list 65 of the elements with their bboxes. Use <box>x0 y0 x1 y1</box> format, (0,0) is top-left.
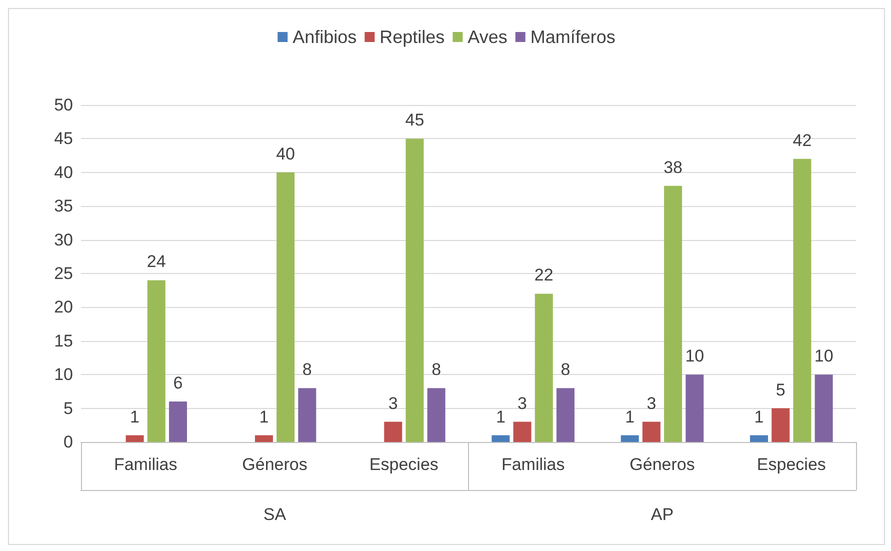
x-tick-label: Géneros <box>242 455 308 474</box>
data-label: 24 <box>146 252 166 272</box>
data-label: 8 <box>432 360 442 380</box>
bar <box>298 388 316 442</box>
data-label: 45 <box>405 110 424 130</box>
bar <box>686 374 704 442</box>
x-tick-label: Especies <box>369 455 438 474</box>
data-label: 1 <box>130 407 140 426</box>
bar <box>406 138 424 442</box>
y-tick-label: 0 <box>64 432 73 452</box>
legend-label: Anfibios <box>292 27 357 47</box>
data-label: 22 <box>534 266 554 285</box>
data-label: 42 <box>792 130 812 150</box>
bar <box>620 435 639 442</box>
y-tick-label: 10 <box>54 365 73 384</box>
bar <box>254 435 273 442</box>
data-label: 10 <box>814 346 834 366</box>
x-tick-label: Géneros <box>630 455 695 474</box>
data-label: 10 <box>685 346 704 366</box>
bar <box>147 280 166 442</box>
y-tick-label: 15 <box>54 331 73 350</box>
bar <box>534 294 553 442</box>
legend-label: Mamíferos <box>530 27 616 47</box>
data-label: 3 <box>388 394 398 413</box>
text: SA <box>263 505 287 524</box>
data-label: 1 <box>754 407 764 426</box>
y-tick-label: 25 <box>54 264 73 283</box>
data-label: 5 <box>776 380 786 400</box>
bar <box>513 422 532 442</box>
data-label: 8 <box>302 360 312 380</box>
y-tick-label: 40 <box>54 162 73 182</box>
bar <box>772 408 790 442</box>
bar <box>492 435 510 442</box>
y-tick-label: 5 <box>64 398 73 418</box>
data-label: 40 <box>276 144 296 164</box>
bar <box>642 422 660 442</box>
bar <box>793 158 812 442</box>
bar <box>168 402 187 442</box>
data-label: 38 <box>664 158 683 177</box>
legend-label: Aves <box>468 27 508 47</box>
y-tick-label: 30 <box>54 230 73 250</box>
data-label: 6 <box>173 374 183 393</box>
data-label: 3 <box>518 394 528 413</box>
x-tick-label: Familias <box>501 455 565 474</box>
bar <box>556 388 574 442</box>
bar <box>664 186 682 442</box>
text: AP <box>650 505 674 524</box>
y-tick-label: 20 <box>54 298 73 317</box>
data-label: 3 <box>646 394 656 413</box>
data-label: 8 <box>560 360 570 380</box>
data-label: 1 <box>259 407 269 426</box>
data-label: 1 <box>496 407 506 426</box>
bar <box>276 172 295 442</box>
data-label: 1 <box>625 407 635 426</box>
bar <box>384 422 402 442</box>
legend-label: Reptiles <box>380 27 445 47</box>
bar <box>750 435 768 442</box>
y-tick-label: 50 <box>54 96 73 114</box>
x-tick-label: Especies <box>756 455 826 474</box>
bar <box>427 388 446 442</box>
bar <box>814 374 833 442</box>
bar <box>126 435 144 442</box>
y-tick-label: 35 <box>54 196 73 216</box>
x-tick-label: Familias <box>114 455 178 474</box>
y-tick-label: 45 <box>54 129 73 148</box>
